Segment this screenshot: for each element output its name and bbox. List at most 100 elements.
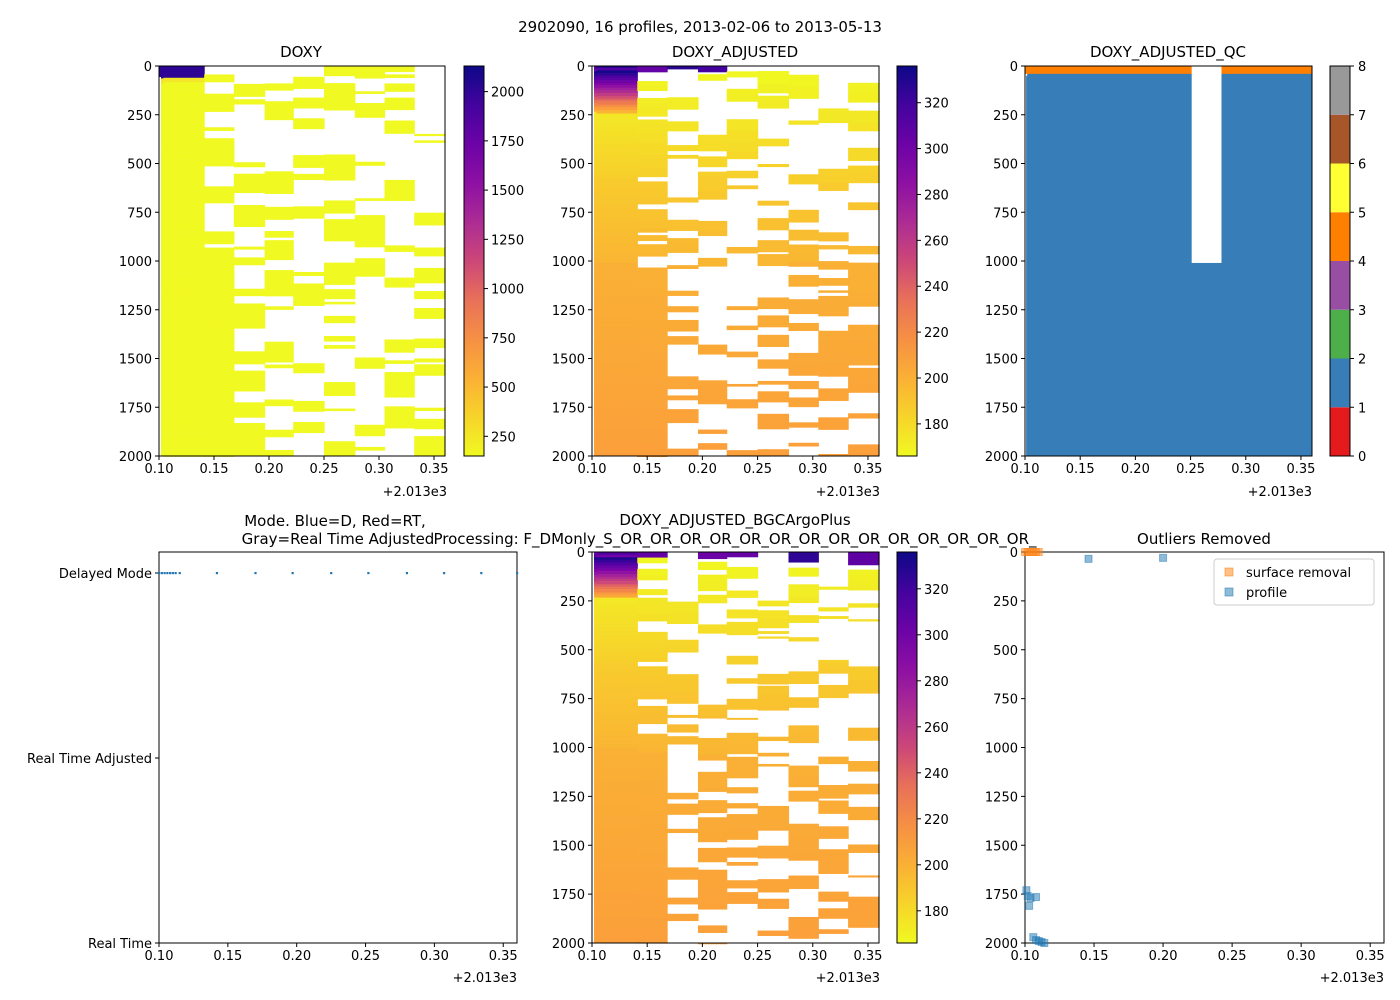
bgc-cell: [637, 666, 668, 676]
doxy-adjusted-cell: [596, 199, 638, 204]
bgc-cell: [818, 800, 849, 814]
doxy-adjusted-cell: [637, 319, 668, 327]
doxy-cell: [414, 436, 446, 449]
doxy-adjusted-cell: [596, 278, 638, 283]
doxy-cell: [414, 247, 446, 257]
doxy-adjusted-cell: [596, 423, 638, 427]
doxy-adjusted-cell: [757, 315, 790, 324]
doxy-y-tick-label: 1250: [119, 304, 152, 319]
doxy-cell: [163, 108, 205, 112]
bgc-cell: [637, 589, 668, 596]
bgc-cell: [818, 785, 849, 796]
doxy-adjusted-colorbar-tick-label: 280: [924, 188, 949, 203]
doxy-adjusted-cell: [596, 208, 638, 212]
doxy-adjusted-cell: [667, 290, 699, 296]
bgc-cell: [596, 901, 638, 904]
bgc-cell: [818, 662, 849, 669]
doxy-cell: [163, 296, 205, 300]
bgc-cell: [596, 719, 638, 723]
bgc-cell: [637, 683, 668, 693]
doxy-cell: [204, 262, 235, 272]
doxy-cell: [163, 315, 205, 319]
qc-colorbar-tick-label: 4: [1358, 255, 1366, 270]
doxy-adjusted-cell: [596, 318, 638, 321]
doxy-adjusted-cell: [697, 176, 728, 190]
bgc-cell: [596, 743, 638, 747]
qc-y-tick-label: 1250: [985, 304, 1018, 319]
doxy-cell: [163, 168, 205, 171]
bgc-cell: [757, 818, 790, 829]
doxy-adjusted-cell: [726, 152, 759, 160]
bgc-y-tick-label: 0: [577, 546, 585, 561]
doxy-cell: [163, 156, 205, 160]
bgc-cell: [596, 663, 638, 667]
qc-x-tick-label: 0.30: [1231, 462, 1260, 477]
doxy-adjusted-cell: [667, 66, 699, 70]
doxy-adjusted-cell: [726, 306, 759, 311]
bgc-cell: [596, 768, 638, 773]
bgc-cell: [596, 608, 638, 613]
mode-x-tick-label: 0.20: [282, 949, 311, 964]
doxy-adjusted-cell: [596, 135, 638, 138]
scatter-mode: 0.10 0.15 0.20 0.25 0.30 0.35 Delayed Mode Real…: [27, 551, 519, 964]
bgc-cell: [596, 615, 638, 618]
bgc-cell: [596, 738, 638, 742]
doxy-cell: [163, 388, 205, 392]
bgc-cell: [637, 709, 668, 714]
doxy-adjusted-cell: [637, 267, 668, 272]
doxy-cell: [204, 443, 235, 446]
doxy-cell: [204, 347, 235, 357]
doxy-cell: [163, 265, 205, 269]
bgc-cell: [667, 674, 699, 681]
bgc-cell: [757, 619, 790, 629]
qc-missing-profile: [1191, 66, 1222, 263]
bgc-cell: [697, 779, 728, 788]
qc-surface-flag: [1025, 66, 1312, 74]
mode-point: [516, 572, 519, 575]
bgc-cell: [697, 854, 728, 863]
doxy-adjusted-cell: [818, 279, 849, 286]
doxy-adjusted-cell: [637, 188, 668, 199]
bgc-cell: [637, 814, 668, 825]
bgc-cell: [637, 919, 668, 929]
bgc-cell: [757, 685, 790, 695]
doxy-adjusted-cell: [788, 209, 819, 223]
doxy-adjusted-cell: [596, 87, 638, 91]
doxy-cell: [204, 238, 235, 245]
doxy-adjusted-cell: [596, 231, 638, 236]
doxy-adjusted-cell: [596, 113, 638, 117]
doxy-cell: [264, 270, 294, 282]
doxy-adjusted-cell: [637, 350, 668, 362]
doxy-adjusted-cell: [637, 404, 668, 410]
bgc-cell: [596, 659, 638, 662]
doxy-cell: [163, 101, 205, 105]
doxy-adjusted-cell: [818, 453, 849, 456]
bgc-cell: [596, 649, 638, 653]
doxy-cell: [264, 401, 294, 407]
mode-x-tick-label: 0.25: [351, 949, 380, 964]
mode-point: [405, 572, 409, 575]
doxy-adjusted-cell: [667, 154, 699, 159]
doxy-cell: [163, 405, 205, 408]
doxy-cell: [264, 341, 294, 351]
outliers-legend-marker: [1224, 567, 1234, 577]
doxy-adjusted-cell: [788, 231, 819, 241]
bgc-cell: [596, 776, 638, 781]
bgc-cell: [667, 792, 699, 800]
doxy-adjusted-cell: [697, 398, 728, 405]
doxy-adjusted-cell: [788, 352, 819, 367]
bgc-cell: [757, 930, 790, 936]
bgc-cell: [848, 896, 880, 903]
bgc-y-tick-label: 1500: [552, 839, 585, 854]
bgc-cell: [596, 838, 638, 842]
bgc-cell: [637, 640, 668, 648]
doxy-adjusted-cell: [697, 76, 728, 81]
mode-x-tick-label: 0.15: [213, 949, 242, 964]
bgc-cell: [757, 736, 790, 742]
doxy-cell: [324, 174, 356, 181]
doxy-cell: [324, 301, 356, 305]
doxy-cell: [163, 270, 205, 274]
bgc-cell: [637, 601, 668, 605]
bgc-cell: [788, 853, 819, 859]
doxy-cell: [163, 204, 205, 208]
